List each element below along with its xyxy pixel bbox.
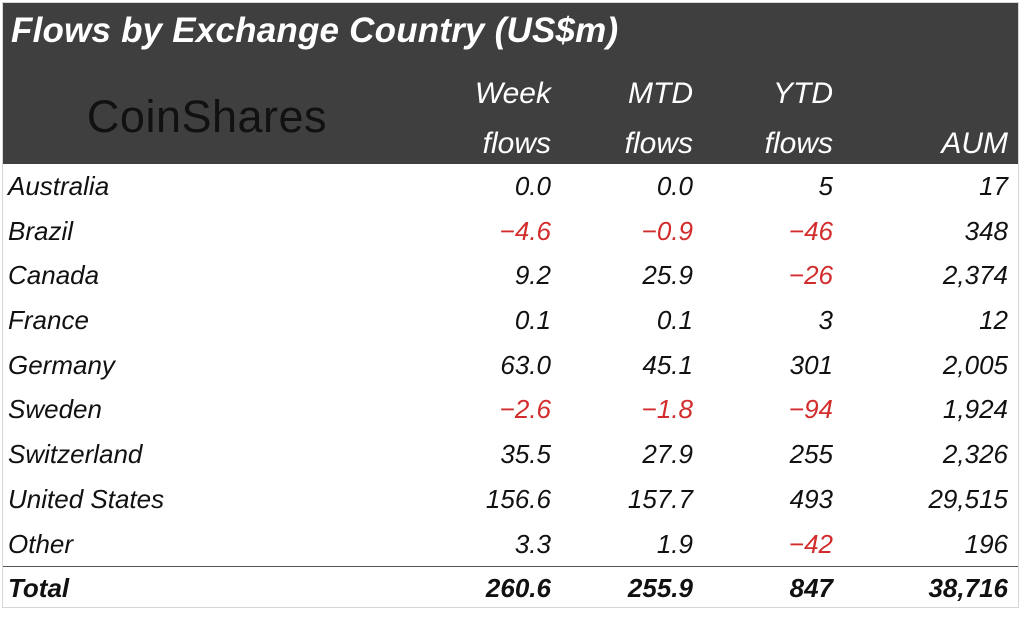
ytd-value: −46 (788, 215, 833, 246)
country-name: Australia (8, 171, 110, 201)
country-name: Germany (8, 349, 115, 380)
total-aum-value: 38,716 (928, 573, 1008, 604)
header-aum-line2: AUM (941, 127, 1008, 160)
total-ytd-value: 847 (789, 573, 833, 604)
header-week: Week flows (421, 69, 551, 169)
header-mtd: MTD flows (563, 69, 693, 169)
table-row: Australia 0.0 0.0 5 17 (3, 164, 1018, 209)
header-ytd-line1: YTD (773, 77, 833, 110)
country-name: France (8, 305, 89, 336)
mtd-value: 1.9 (656, 528, 693, 559)
ytd-value: −26 (788, 260, 833, 291)
table-row: United States 156.6 157.7 493 29,515 (3, 477, 1018, 522)
week-value: −2.6 (499, 394, 551, 425)
mtd-value: 27.9 (642, 439, 693, 470)
ytd-value: 255 (789, 439, 833, 470)
week-value: 9.2 (514, 260, 551, 291)
ytd-value: −42 (788, 528, 833, 559)
header-aum-line1 (878, 69, 1008, 119)
page-title: Flows by Exchange Country (US$m) (11, 11, 619, 50)
ytd-value: 5 (818, 171, 833, 201)
header-ytd: YTD flows (703, 69, 833, 169)
country-name: Other (8, 528, 74, 559)
table-row: Brazil −4.6 −0.9 −46 348 (3, 209, 1018, 254)
aum-value: 2,005 (942, 349, 1008, 380)
table-row: Sweden −2.6 −1.8 −94 1,924 (3, 387, 1018, 432)
country-name: United States (8, 483, 165, 514)
aum-value: 29,515 (928, 483, 1008, 514)
aum-value: 2,374 (942, 260, 1008, 291)
mtd-value: 45.1 (642, 349, 693, 380)
country-name: Switzerland (8, 439, 143, 470)
week-value: 156.6 (485, 483, 551, 514)
country-name: Brazil (8, 215, 74, 246)
total-week-value: 260.6 (485, 573, 551, 604)
week-value: 3.3 (514, 528, 551, 559)
table-row: Other 3.3 1.9 −42 196 (3, 522, 1018, 567)
header-week-line2: flows (482, 127, 551, 160)
total-label: Total (8, 573, 70, 604)
total-mtd-value: 255.9 (627, 573, 693, 604)
mtd-value: 25.9 (642, 260, 693, 291)
mtd-value: 0.0 (656, 171, 693, 201)
aum-value: 17 (979, 171, 1008, 201)
week-value: 0.0 (514, 171, 551, 201)
header-aum: AUM (878, 69, 1008, 169)
ytd-value: −94 (788, 394, 833, 425)
ytd-value: 301 (789, 349, 833, 380)
aum-value: 348 (964, 215, 1008, 246)
header-mtd-line1: MTD (628, 77, 693, 110)
mtd-value: 0.1 (656, 305, 693, 336)
total-row: Total 260.6 255.9 847 38,716 (3, 566, 1018, 609)
aum-value: 1,924 (942, 394, 1008, 425)
week-value: 35.5 (500, 439, 551, 470)
header-week-line1: Week (474, 77, 551, 110)
mtd-value: −0.9 (641, 215, 693, 246)
aum-value: 196 (964, 528, 1008, 559)
country-name: Sweden (8, 394, 102, 425)
coinshares-logo: CoinShares (86, 91, 328, 142)
table-row: France 0.1 0.1 3 12 (3, 298, 1018, 343)
aum-value: 12 (979, 305, 1008, 336)
week-value: 0.1 (514, 305, 551, 336)
flows-table: Flows by Exchange Country (US$m) CoinSha… (2, 2, 1019, 608)
header-ytd-line2: flows (764, 127, 833, 160)
table-header: Flows by Exchange Country (US$m) CoinSha… (3, 3, 1018, 164)
table-body: Australia 0.0 0.0 5 17 Brazil −4.6 −0.9 −46 348 Ca… (3, 164, 1018, 609)
ytd-value: 493 (789, 483, 833, 514)
mtd-value: 157.7 (627, 483, 693, 514)
table-row: Germany 63.0 45.1 301 2,005 (3, 343, 1018, 388)
table-row: Canada 9.2 25.9 −26 2,374 (3, 253, 1018, 298)
country-name: Canada (8, 260, 100, 291)
ytd-value: 3 (818, 305, 833, 336)
week-value: −4.6 (499, 215, 551, 246)
header-mtd-line2: flows (624, 127, 693, 160)
aum-value: 2,326 (942, 439, 1008, 470)
mtd-value: −1.8 (641, 394, 693, 425)
week-value: 63.0 (500, 349, 551, 380)
table-row: Switzerland 35.5 27.9 255 2,326 (3, 432, 1018, 477)
